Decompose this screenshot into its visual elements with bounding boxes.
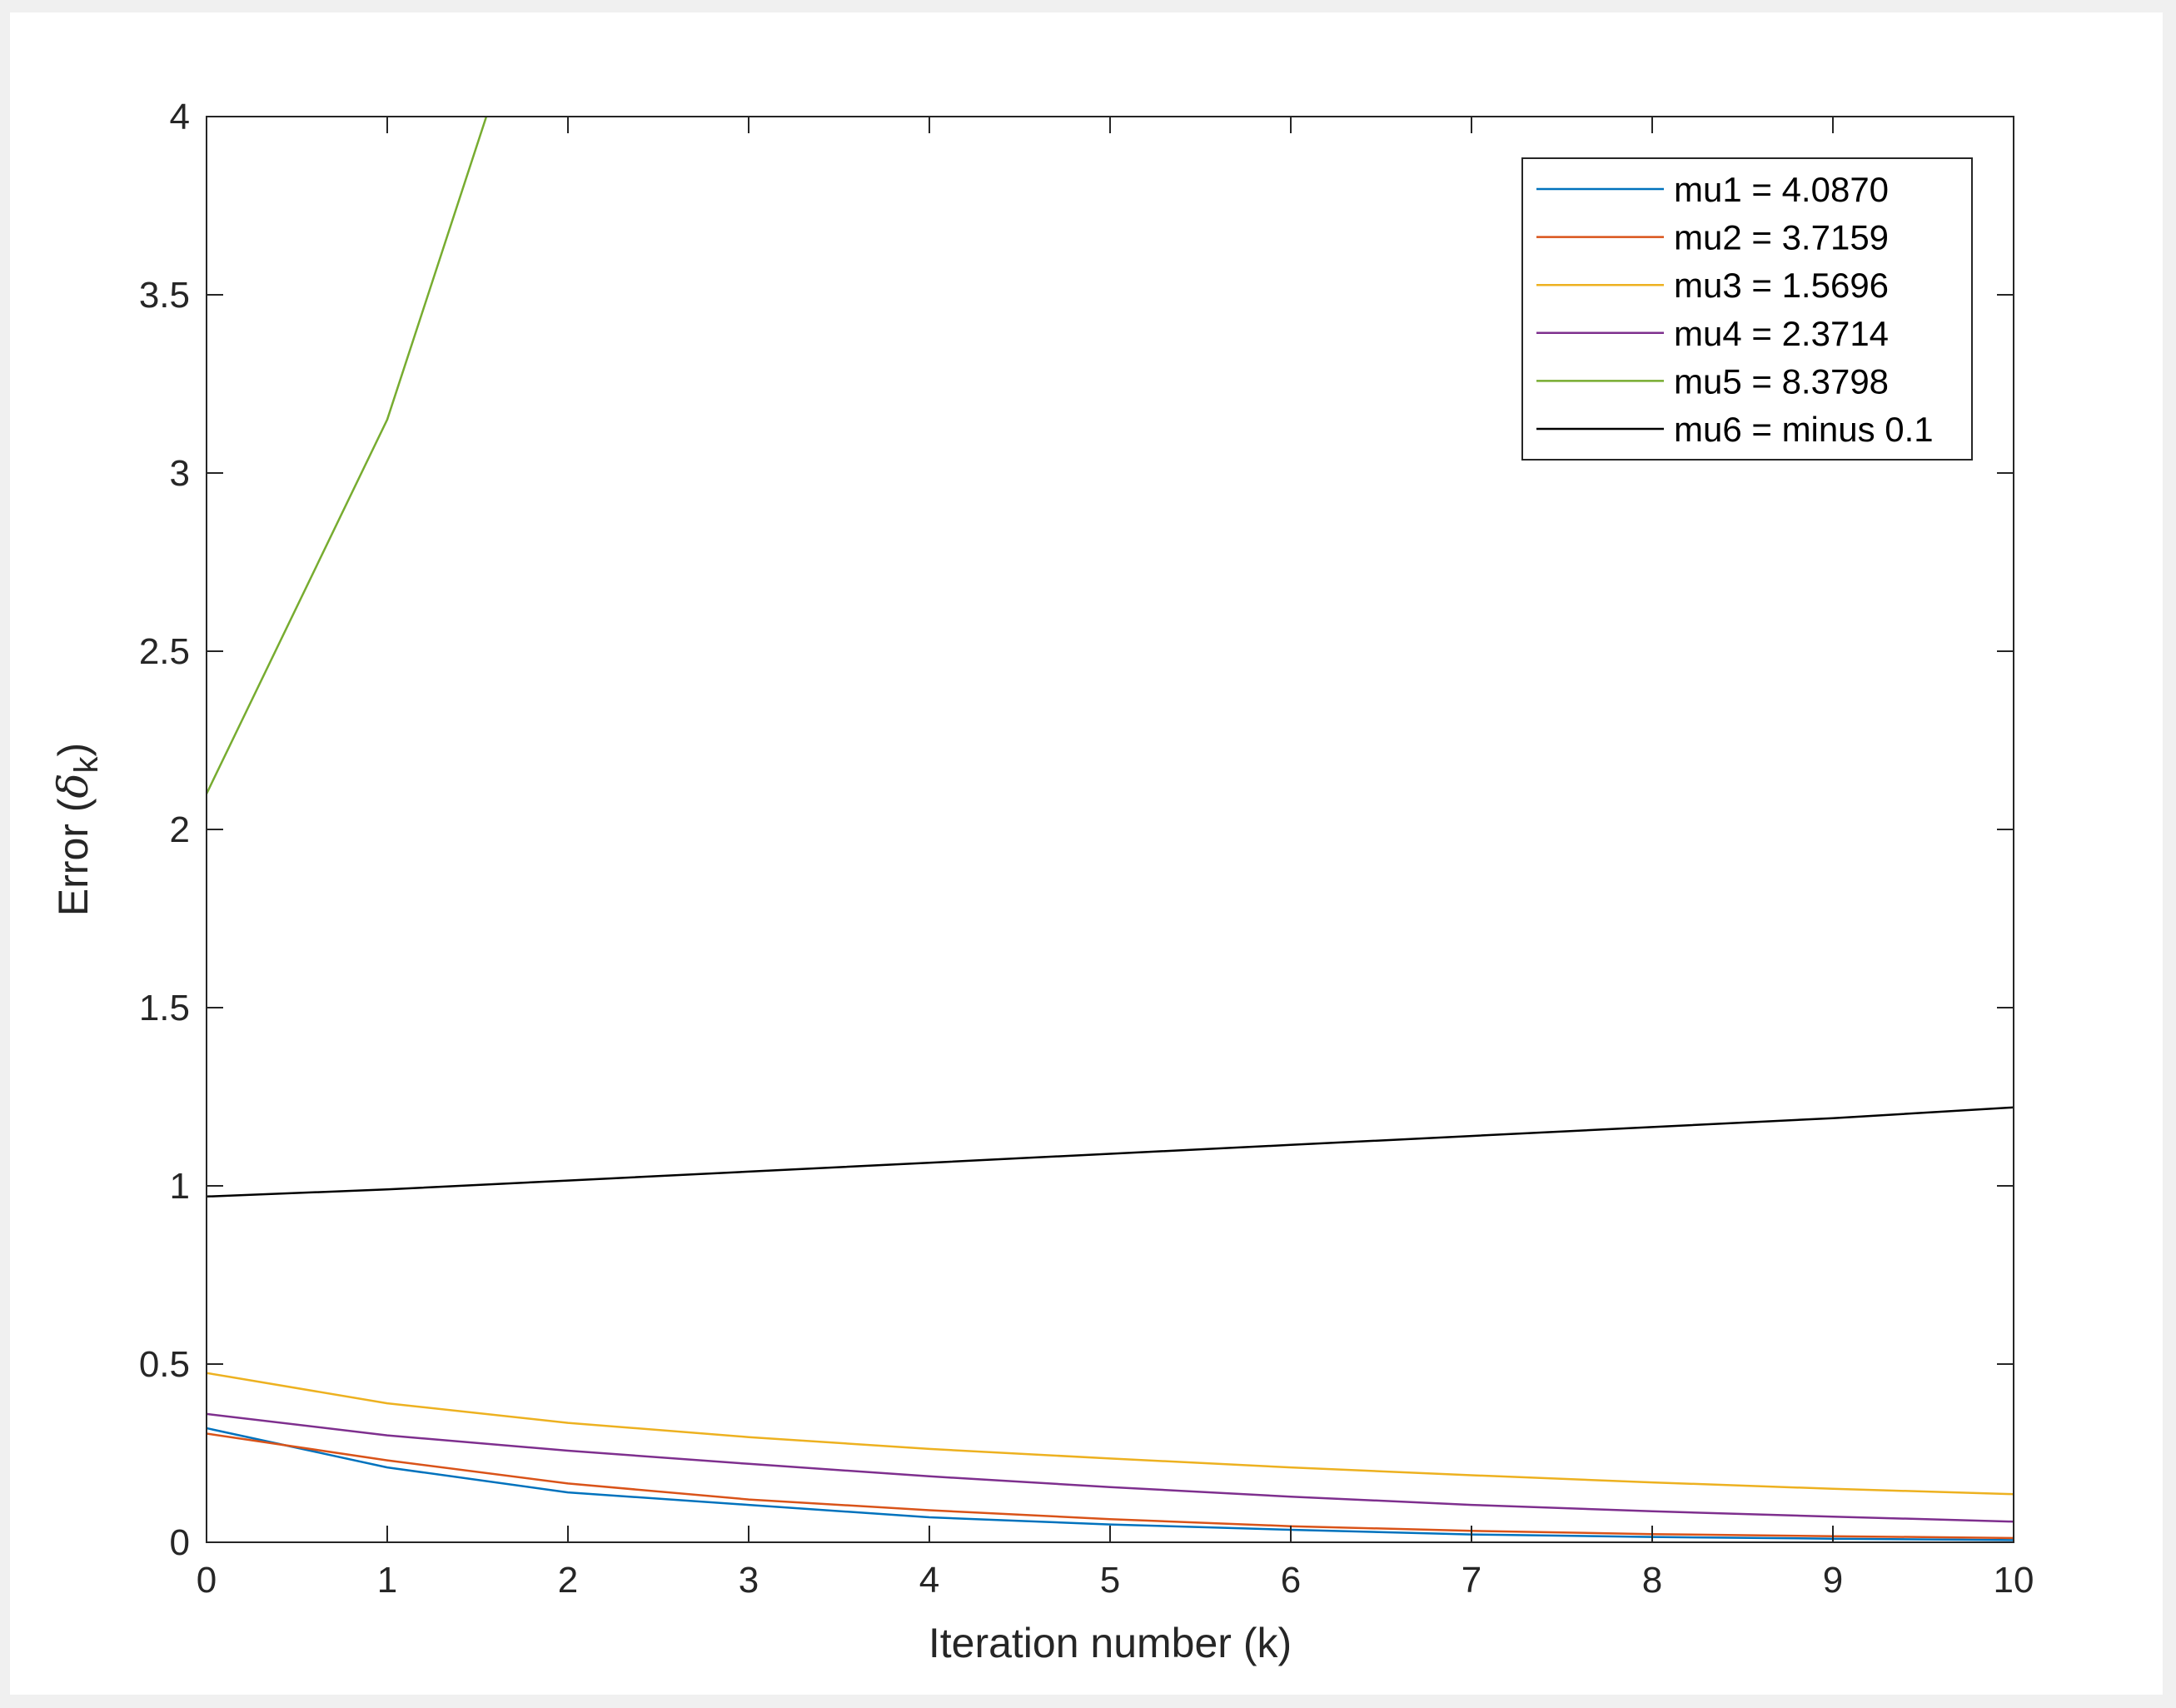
y-tick-label: 1.5 (139, 988, 190, 1028)
x-tick-label: 0 (197, 1560, 217, 1601)
x-tick-label: 6 (1281, 1560, 1301, 1601)
x-tick-label: 4 (919, 1560, 939, 1601)
legend-label-2: mu2 = 3.7159 (1674, 218, 1889, 257)
series-line-1 (207, 1427, 2014, 1541)
series-line-5 (207, 117, 488, 794)
x-tick-label: 9 (1823, 1560, 1843, 1601)
y-tick-label: 4 (170, 97, 190, 137)
x-tick-label: 5 (1100, 1560, 1120, 1601)
series-line-6 (207, 1106, 2014, 1198)
x-tick-label: 1 (377, 1560, 397, 1601)
x-tick-labels: 0 1 2 3 4 5 6 7 8 9 10 (197, 1560, 2034, 1601)
y-tick-labels: 0 0.5 1 1.5 2 2.5 3 3.5 4 (139, 97, 190, 1563)
legend: mu1 = 4.0870 mu2 = 3.7159 mu3 = 1.5696 mu4 … (1521, 157, 1973, 461)
y-tick-label: 1 (170, 1166, 190, 1207)
x-tick-label: 8 (1642, 1560, 1662, 1601)
x-axis-label: Iteration number (k) (929, 1620, 1292, 1666)
y-axis-label: Error (δk) (49, 743, 105, 916)
legend-label-6: mu6 = minus 0.1 (1674, 410, 1934, 449)
y-tick-label: 3.5 (139, 275, 190, 316)
legend-label-3: mu3 = 1.5696 (1674, 266, 1889, 305)
y-tick-label: 0.5 (139, 1344, 190, 1385)
legend-label-1: mu1 = 4.0870 (1674, 170, 1889, 209)
series-line-3 (207, 1372, 2014, 1496)
legend-label-4: mu4 = 2.3714 (1674, 314, 1889, 353)
axes (206, 116, 2014, 1543)
series-lines (207, 117, 2014, 1541)
series-line-4 (207, 1412, 2014, 1523)
y-tick-label: 2.5 (139, 631, 190, 672)
legend-box (1521, 157, 1973, 461)
legend-label-5: mu5 = 8.3798 (1674, 361, 1889, 401)
x-tick-label: 2 (558, 1560, 578, 1601)
x-tick-label: 3 (739, 1560, 759, 1601)
y-tick-label: 0 (170, 1522, 190, 1563)
series-line-2 (207, 1432, 2014, 1540)
x-tick-label: 7 (1461, 1560, 1481, 1601)
y-tick-label: 3 (170, 453, 190, 494)
x-tick-label: 10 (1994, 1560, 2034, 1601)
y-tick-label: 2 (170, 809, 190, 850)
